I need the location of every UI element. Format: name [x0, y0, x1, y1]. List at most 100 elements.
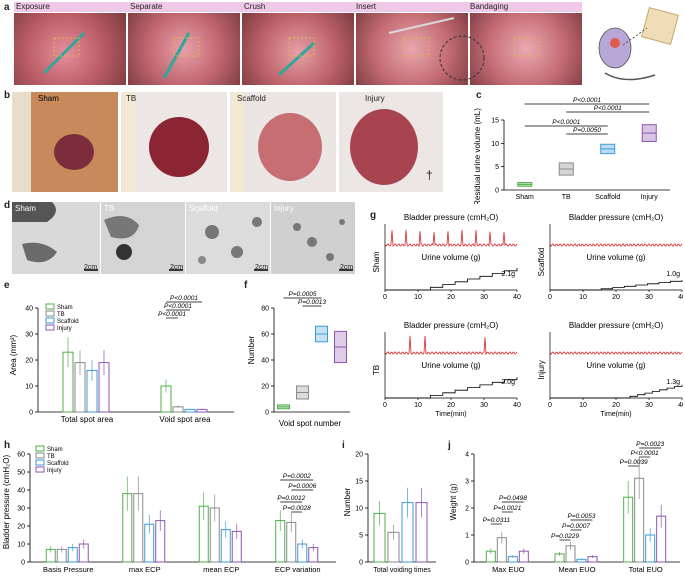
volume-title: Urine volume (g): [421, 361, 480, 370]
group-label: TB: [372, 365, 381, 375]
x-axis-label: Time(min): [600, 411, 631, 418]
pressure-title: Bladder pressure (cmH₂O): [569, 213, 664, 222]
x-tick-label: 40: [678, 294, 683, 301]
x-tick-label: 20: [612, 294, 620, 301]
y-tick-label: 5: [495, 164, 499, 171]
y-tick-label: 10: [25, 384, 33, 391]
scaffold-patch-icon: [641, 7, 679, 45]
urine-volume-trace: [385, 268, 518, 291]
nerve-outline: [53, 37, 80, 57]
p-value-label: P<0.0001: [594, 105, 622, 112]
void-label-tb: TB: [104, 204, 115, 213]
y-tick-label: 20: [25, 358, 33, 365]
surgery-photo-bandaging: [470, 13, 582, 85]
y-tick-label: 0: [495, 188, 499, 195]
void-spot: [231, 246, 243, 258]
group-label: Scaffold: [537, 248, 546, 277]
p-value-label: P=0.0498: [499, 495, 527, 502]
void-spot: [198, 256, 206, 264]
y-tick-label: 1: [465, 533, 469, 540]
nerve-outline: [513, 37, 540, 57]
y-tick-label: 0: [29, 410, 33, 417]
ylabel-e: Area (mm²): [9, 334, 18, 375]
panel-label-a: a: [4, 2, 10, 13]
x-tick-label: 20: [447, 402, 455, 409]
p-value-label: P=0.0023: [636, 441, 664, 448]
legend-swatch: [45, 324, 55, 331]
x-tick-label: 0: [548, 402, 552, 409]
y-tick-label: 40: [17, 488, 25, 495]
step-label-exposure: Exposure: [16, 2, 50, 11]
surgery-photo-insert: [356, 13, 468, 85]
x-tick-label: 10: [414, 294, 422, 301]
y-tick-label: 10: [491, 141, 499, 148]
ruler-icon: [123, 92, 135, 192]
x-axis-label: Time(min): [435, 411, 466, 418]
x-tick-label: Sham: [516, 194, 534, 201]
legend-swatch: [35, 452, 45, 459]
scale-label-tb: 2cm: [170, 264, 184, 271]
p-value-label: P=0.0053: [567, 513, 595, 520]
p-value-label: P=0.0006: [288, 483, 316, 490]
panel-label-f: f: [244, 280, 248, 291]
legend-swatch: [35, 459, 45, 466]
x-tick-label: Total spot area: [61, 415, 114, 424]
bladder-pressure-trace: [549, 351, 683, 355]
volume-end-label: 2.1g: [501, 271, 515, 278]
bladder-pressure-trace: [384, 335, 518, 356]
panel-label-i: i: [342, 440, 345, 451]
legend-swatch: [45, 310, 55, 317]
forceps-icon: [277, 41, 316, 77]
dagger-mark: †: [426, 168, 433, 182]
void-spot-image-tb: [101, 202, 185, 274]
p-value-label: P=0.0021: [493, 505, 521, 512]
p-value-label: P<0.0001: [573, 97, 601, 104]
bladder-shape: [258, 113, 322, 181]
scale-label-injury: 2cm: [340, 264, 354, 271]
panel-a-header-bar: [14, 2, 582, 12]
void-spot-overlay: [12, 202, 353, 271]
legend-label: Scaffold: [47, 461, 69, 467]
ylabel-h: Bladder pressure (cmH₂O): [2, 455, 11, 550]
volume-title: Urine volume (g): [421, 253, 480, 262]
y-tick-label: 0: [359, 560, 363, 567]
y-tick-label: 20: [261, 384, 269, 391]
urine-volume-trace: [385, 377, 518, 399]
urine-volume-trace: [550, 384, 683, 399]
forceps-icon: [42, 31, 86, 75]
legend-label: Injury: [47, 468, 62, 474]
legend-label: Scaffold: [57, 319, 79, 325]
y-tick-label: 50: [17, 470, 25, 477]
y-tick-label: 60: [17, 452, 25, 459]
needle-icon: [388, 17, 455, 34]
x-tick-label: max ECP: [129, 565, 161, 574]
x-tick-label: Max EUO: [492, 565, 525, 574]
panel-label-j: j: [448, 440, 451, 451]
x-tick-label: mean ECP: [203, 565, 239, 574]
bladder-pressure-trace: [384, 229, 518, 248]
x-tick-label: 0: [383, 294, 387, 301]
p-value-label: P=0.0039: [620, 459, 648, 466]
y-tick-label: 30: [25, 332, 33, 339]
void-label-scaffold: Scaffold: [189, 204, 218, 213]
x-tick-label: 30: [645, 402, 653, 409]
p-value-label: P=0.0005: [288, 291, 316, 298]
photo-label-sham: Sham: [38, 94, 59, 103]
x-tick-label: 10: [579, 294, 587, 301]
p-value-label: P<0.0001: [631, 450, 659, 457]
x-tick-label: 20: [612, 402, 620, 409]
surgery-overlay: [42, 17, 540, 81]
p-value-label: P<0.0001: [164, 303, 192, 310]
y-tick-label: 10: [355, 506, 363, 513]
p-value-label: P=0.0002: [283, 473, 311, 480]
x-tick-label: 40: [513, 402, 521, 409]
x-tick-label: Mean EUO: [558, 565, 595, 574]
y-tick-label: 0: [265, 410, 269, 417]
void-spot: [293, 223, 301, 231]
group-label: Sham: [372, 251, 381, 272]
y-tick-label: 0: [21, 560, 25, 567]
legend-label: Sham: [47, 447, 63, 453]
legend-swatch: [45, 303, 55, 310]
x-tick-label: 10: [579, 402, 587, 409]
p-value-label: P<0.0001: [552, 119, 580, 126]
